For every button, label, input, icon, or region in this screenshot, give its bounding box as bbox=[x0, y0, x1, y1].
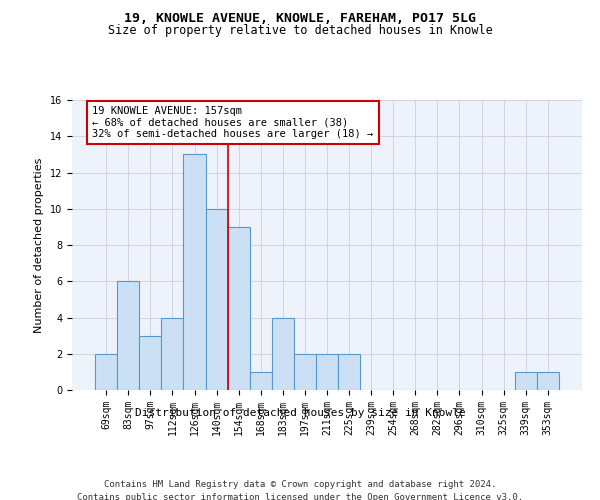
Text: Size of property relative to detached houses in Knowle: Size of property relative to detached ho… bbox=[107, 24, 493, 37]
Bar bbox=[338, 354, 360, 390]
Bar bbox=[184, 154, 206, 390]
Bar bbox=[117, 281, 139, 390]
Y-axis label: Number of detached properties: Number of detached properties bbox=[34, 158, 44, 332]
Bar bbox=[250, 372, 272, 390]
Bar bbox=[515, 372, 537, 390]
Bar bbox=[206, 209, 227, 390]
Bar bbox=[139, 336, 161, 390]
Bar bbox=[95, 354, 117, 390]
Bar bbox=[227, 227, 250, 390]
Bar bbox=[272, 318, 294, 390]
Bar bbox=[316, 354, 338, 390]
Bar bbox=[161, 318, 184, 390]
Bar bbox=[537, 372, 559, 390]
Bar bbox=[294, 354, 316, 390]
Text: Contains HM Land Registry data © Crown copyright and database right 2024.
Contai: Contains HM Land Registry data © Crown c… bbox=[77, 480, 523, 500]
Text: 19, KNOWLE AVENUE, KNOWLE, FAREHAM, PO17 5LG: 19, KNOWLE AVENUE, KNOWLE, FAREHAM, PO17… bbox=[124, 12, 476, 26]
Text: 19 KNOWLE AVENUE: 157sqm
← 68% of detached houses are smaller (38)
32% of semi-d: 19 KNOWLE AVENUE: 157sqm ← 68% of detach… bbox=[92, 106, 374, 139]
Text: Distribution of detached houses by size in Knowle: Distribution of detached houses by size … bbox=[134, 408, 466, 418]
